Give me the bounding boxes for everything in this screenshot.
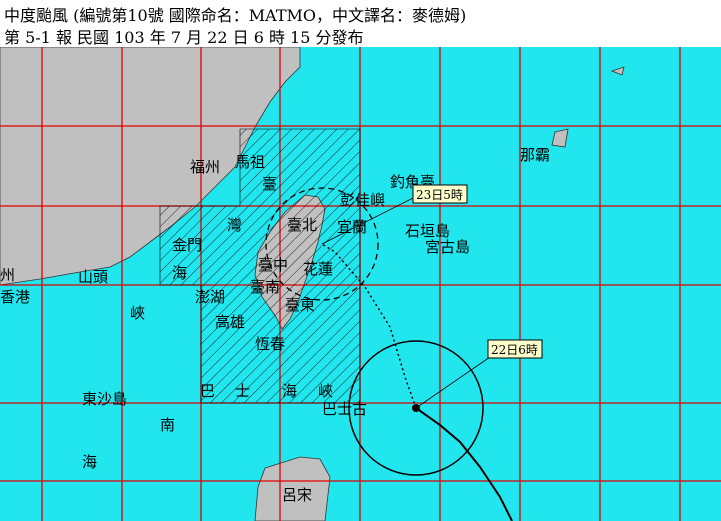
place-label: 海 bbox=[282, 382, 297, 400]
leader-line bbox=[321, 196, 416, 245]
warning-area bbox=[159, 128, 361, 404]
time-label: 22日6時 bbox=[491, 343, 538, 357]
place-label: 東沙島 bbox=[82, 390, 127, 408]
place-label: 恆春 bbox=[255, 335, 285, 353]
place-label: 峽 bbox=[130, 304, 145, 322]
place-label: 澎湖 bbox=[195, 288, 225, 306]
place-label: 臺東 bbox=[285, 296, 315, 314]
storm-circle bbox=[348, 340, 484, 476]
past-track bbox=[415, 407, 513, 521]
forecast-circle bbox=[265, 187, 379, 301]
place-label: 宮古島 bbox=[425, 238, 470, 256]
ryukyu-islands bbox=[551, 66, 625, 148]
title: 中度颱風 (編號第10號 國際命名：MATMO，中文譯名：麥德姆) bbox=[4, 6, 467, 25]
place-label: 呂宋 bbox=[282, 486, 312, 504]
place-label: 灣 bbox=[227, 216, 242, 234]
place-label: 臺北 bbox=[287, 216, 317, 234]
place-label: 臺南 bbox=[250, 278, 280, 296]
place-label: 金門 bbox=[172, 236, 202, 254]
place-label: 巴 bbox=[200, 382, 215, 400]
place-label: 臺中 bbox=[258, 256, 288, 274]
place-label: 士 bbox=[235, 382, 250, 400]
place-label: 花蓮 bbox=[303, 260, 333, 278]
place-label: 馬祖 bbox=[235, 153, 265, 171]
place-label: 那霸 bbox=[520, 146, 550, 164]
mainland bbox=[0, 47, 301, 286]
grid bbox=[0, 47, 721, 521]
place-label: 海 bbox=[172, 264, 187, 282]
place-label: 臺 bbox=[262, 175, 277, 193]
place-label: 南 bbox=[160, 416, 175, 434]
time-label-box bbox=[412, 184, 468, 204]
time-label-box bbox=[487, 339, 543, 359]
place-label: 峽 bbox=[318, 382, 333, 400]
leader-line bbox=[415, 356, 491, 409]
place-label: 石垣島 bbox=[405, 222, 450, 240]
place-label: 州 bbox=[0, 266, 15, 284]
place-label: 巴士古 bbox=[322, 400, 367, 418]
place-label: 高雄 bbox=[215, 313, 245, 331]
luzon bbox=[254, 456, 331, 521]
place-label: 海 bbox=[82, 453, 97, 471]
issue-time: 第 5-1 報 民國 103 年 7 月 22 日 6 時 15 分發布 bbox=[4, 28, 364, 47]
time-label: 23日5時 bbox=[416, 188, 463, 202]
place-label: 山頭 bbox=[78, 268, 108, 286]
place-label: 香港 bbox=[0, 288, 30, 306]
forecast-track bbox=[321, 243, 417, 409]
place-label: 彭佳嶼 bbox=[340, 191, 385, 209]
place-label: 宜蘭 bbox=[337, 218, 367, 236]
place-label: 福州 bbox=[190, 158, 220, 176]
